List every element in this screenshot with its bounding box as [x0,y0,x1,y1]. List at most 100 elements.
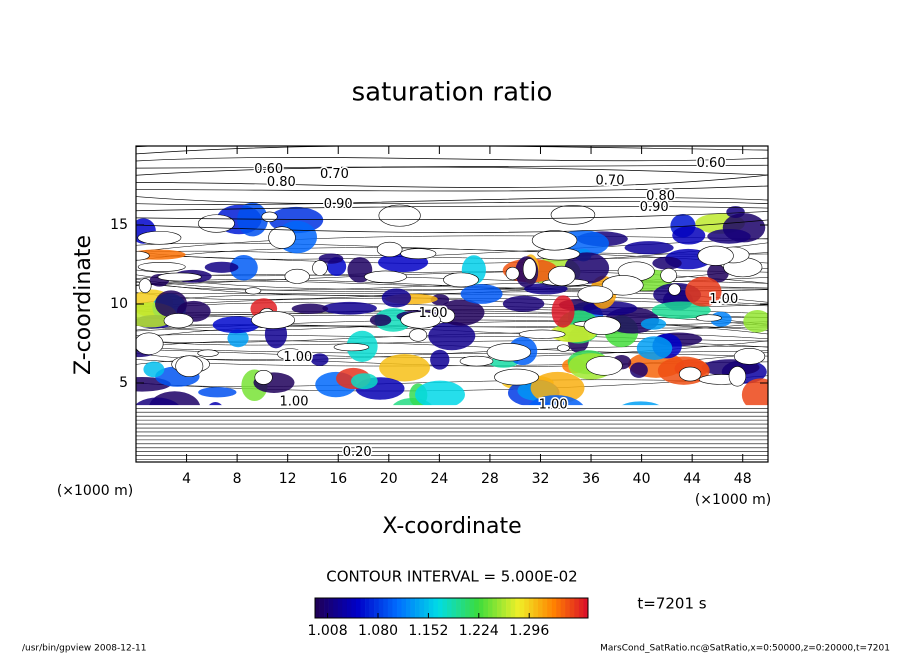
field-hole [459,355,494,367]
colorbar-cell [497,598,502,618]
field-blob [227,329,249,348]
field-hole [400,311,441,329]
field-blob [430,349,450,370]
colorbar-cell [537,598,543,618]
colorbar-cell [469,598,475,618]
colorbar-cell [583,598,589,618]
field-hole [556,344,570,352]
field-contour [136,197,768,205]
contour-label: 0.20 [343,445,372,460]
field-hole [679,366,702,382]
field-contour [136,379,768,387]
x-tick-label: 44 [683,471,701,487]
colorbar-frame [314,597,589,619]
colorbar-cell [437,598,443,618]
x-tick-label: 40 [633,471,651,487]
colorbar-cell [315,598,320,618]
colorbar-tick-label: 1.080 [358,623,398,639]
contour-label: 1.00 [539,398,568,413]
field-hole [284,268,310,284]
field-hole [728,366,747,387]
field-blob [379,354,430,382]
colorbar-tick-label: 1.224 [459,623,499,639]
x-axis-label: X-coordinate [382,514,521,539]
contour-label: 0.90 [324,197,353,212]
colorbar: 1.008 1.080 1.152 1.224 1.296 [308,597,589,639]
field-blob [155,290,188,318]
x-tick-label: 20 [380,471,398,487]
colorbar-cell [346,598,352,618]
field-hole [333,343,370,352]
colorbar-cell [351,598,357,618]
field-blob [212,316,260,334]
contour-label: 0.80 [267,175,296,190]
colorbar-cell [328,598,334,618]
field-blob [636,336,673,360]
x-tick-label: 48 [734,471,752,487]
contour-label: 0.70 [596,173,625,188]
colorbar-cell [424,598,430,618]
field-blob [707,228,751,244]
colorbar-cell [460,598,466,618]
contour-interval: CONTOUR INTERVAL = 5.000E-02 [326,568,577,586]
colorbar-cell [515,598,521,618]
field-blob [381,288,412,308]
field-hole [550,204,596,225]
contour-label: 1.00 [283,350,312,365]
contour-label: 0.80 [646,189,675,204]
field-contour [136,219,768,233]
colorbar-cell [392,598,398,618]
field-hole [136,332,164,355]
contour-label: 1.00 [280,394,309,409]
field-hole [277,348,304,361]
contour-label: 1.00 [419,306,448,321]
field-blob [551,295,575,328]
field-blob [415,380,465,409]
field-blob [741,378,768,412]
field-hole [494,368,539,386]
field-lower [136,405,768,462]
footer-right: MarsCond_SatRatio.nc@SatRatio,x=0:50000,… [600,644,890,654]
field-contour [136,322,768,338]
colorbar-cell [574,598,580,618]
footer-left: /usr/bin/gpview 2008-12-11 [22,644,146,654]
field-hole [137,230,182,245]
x-tick-label: 36 [582,471,600,487]
field-hole [157,272,202,282]
colorbar-cell [446,598,452,618]
time-label: t=7201 s [637,595,706,613]
colorbar-cell [547,598,552,618]
colorbar-cell [533,598,539,618]
field-hole [137,261,186,272]
field-hole [254,369,273,385]
field-contour [136,166,768,176]
field: 0.600.800.700.900.600.700.800.901.001.00… [136,146,768,462]
field-hole [175,355,204,378]
field-hole [400,248,437,260]
contour-label: 0.90 [640,200,669,215]
colorbar-cell [401,598,407,618]
colorbar-cell [410,598,416,618]
colorbar-cell [456,598,461,618]
colorbar-cell [396,598,402,618]
field-hole [522,258,537,280]
contour-label: 1.00 [709,292,738,307]
field-blob [564,252,610,284]
colorbar-cell [560,598,566,618]
colorbar-cell [506,598,511,618]
colorbar-cell [501,598,507,618]
field-blob [322,301,377,315]
field-hole [251,311,296,329]
y-axis-label: Z-coordinate [71,235,96,375]
field-blob [629,362,648,378]
colorbar-cell [324,598,329,618]
contour-label: 0.70 [320,167,349,182]
colorbar-cell [519,598,525,618]
field-contour [136,196,768,205]
field-hole [268,226,296,249]
colorbar-cell [387,598,393,618]
colorbar-cell [374,598,379,618]
field-hole [443,272,479,288]
y-tick-label: 15 [110,217,128,233]
